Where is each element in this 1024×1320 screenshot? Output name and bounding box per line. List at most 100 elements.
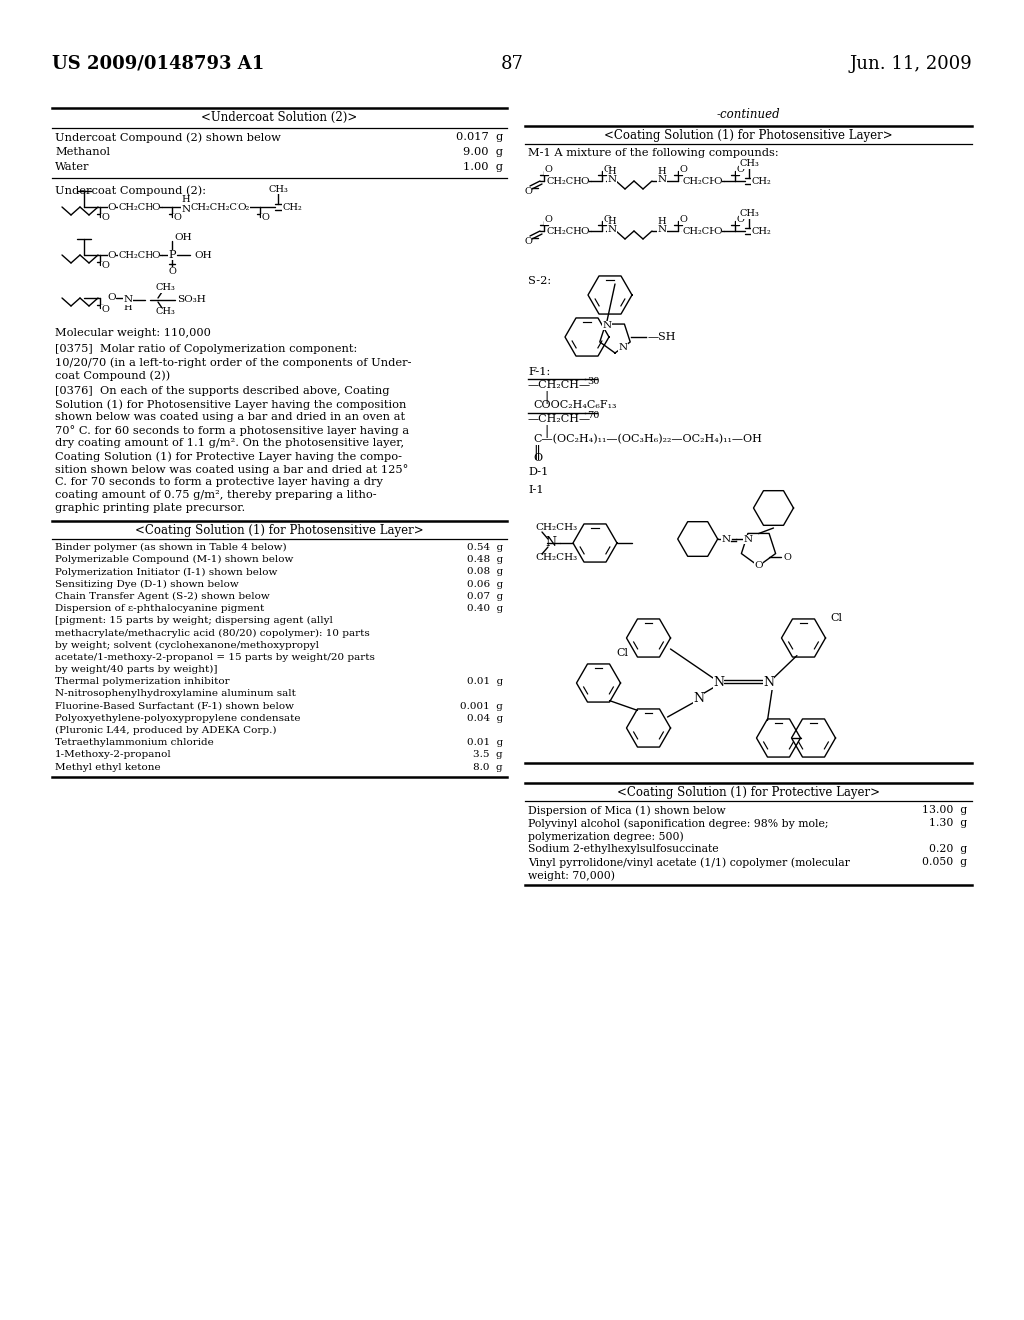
Text: Sodium 2-ethylhexylsulfosuccinate: Sodium 2-ethylhexylsulfosuccinate [528, 843, 719, 854]
Text: O: O [168, 267, 176, 276]
Text: |: | [545, 391, 549, 404]
Text: —SH: —SH [648, 333, 677, 342]
Text: sition shown below was coated using a bar and dried at 125°: sition shown below was coated using a ba… [55, 465, 409, 475]
Text: O: O [548, 227, 556, 235]
Text: Chain Transfer Agent (S-2) shown below: Chain Transfer Agent (S-2) shown below [55, 591, 269, 601]
Text: Dispersion of Mica (1) shown below: Dispersion of Mica (1) shown below [528, 805, 726, 816]
Text: 8.0  g: 8.0 g [473, 763, 503, 772]
Text: D-1: D-1 [528, 467, 549, 477]
Text: <Undercoat Solution (2)>: <Undercoat Solution (2)> [202, 111, 357, 124]
Text: <Coating Solution (1) for Photosensitive Layer>: <Coating Solution (1) for Photosensitive… [135, 524, 424, 537]
Text: CH₂: CH₂ [752, 227, 771, 235]
Text: weight: 70,000): weight: 70,000) [528, 870, 615, 880]
Text: O: O [101, 214, 109, 223]
Text: H: H [657, 218, 667, 227]
Text: 1.30  g: 1.30 g [929, 818, 967, 828]
Text: N: N [713, 676, 724, 689]
Text: OH: OH [174, 234, 191, 243]
Text: CH₂CH₃: CH₂CH₃ [535, 524, 578, 532]
Text: 9.00  g: 9.00 g [463, 147, 503, 157]
Text: S-2:: S-2: [528, 276, 551, 286]
Text: N: N [657, 176, 667, 185]
Text: —CH₂CH—: —CH₂CH— [528, 380, 591, 389]
Text: 70: 70 [587, 411, 599, 420]
Text: 0.01  g: 0.01 g [467, 738, 503, 747]
Text: 0.01  g: 0.01 g [467, 677, 503, 686]
Text: H: H [181, 194, 190, 203]
Text: N-nitrosophenylhydroxylamine aluminum salt: N-nitrosophenylhydroxylamine aluminum sa… [55, 689, 296, 698]
Text: H: H [607, 168, 616, 177]
Text: Cl: Cl [616, 648, 629, 657]
Text: O: O [261, 214, 269, 223]
Text: shown below was coated using a bar and dried in an oven at: shown below was coated using a bar and d… [55, 412, 406, 422]
Text: Tetraethylammonium chloride: Tetraethylammonium chloride [55, 738, 214, 747]
Text: CH₂CH₂: CH₂CH₂ [118, 251, 158, 260]
Text: P: P [168, 249, 176, 260]
Text: N: N [657, 226, 667, 235]
Text: O: O [736, 215, 744, 224]
Text: Polymerization Initiator (I-1) shown below: Polymerization Initiator (I-1) shown bel… [55, 568, 278, 577]
Text: O: O [152, 251, 161, 260]
Text: CH₂CH₂CH₂: CH₂CH₂CH₂ [190, 202, 250, 211]
Text: N: N [607, 176, 616, 185]
Text: (Pluronic L44, produced by ADEKA Corp.): (Pluronic L44, produced by ADEKA Corp.) [55, 726, 276, 735]
Text: Solution (1) for Photosensitive Layer having the composition: Solution (1) for Photosensitive Layer ha… [55, 399, 407, 409]
Text: I-1: I-1 [528, 484, 544, 495]
Text: Fluorine-Based Surfactant (F-1) shown below: Fluorine-Based Surfactant (F-1) shown be… [55, 702, 294, 710]
Text: O: O [524, 186, 531, 195]
Text: Polyvinyl alcohol (saponification degree: 98% by mole;: Polyvinyl alcohol (saponification degree… [528, 818, 828, 829]
Text: coat Compound (2)): coat Compound (2)) [55, 370, 170, 380]
Text: O: O [108, 202, 117, 211]
Text: CH₂: CH₂ [752, 177, 771, 186]
Text: graphic printing plate precursor.: graphic printing plate precursor. [55, 503, 246, 513]
Text: Thermal polymerization inhibitor: Thermal polymerization inhibitor [55, 677, 229, 686]
Text: Vinyl pyrrolidone/vinyl acetate (1/1) copolymer (molecular: Vinyl pyrrolidone/vinyl acetate (1/1) co… [528, 857, 850, 867]
Text: 70° C. for 60 seconds to form a photosensitive layer having a: 70° C. for 60 seconds to form a photosen… [55, 425, 410, 436]
Text: CH₃: CH₃ [155, 284, 175, 293]
Text: Methyl ethyl ketone: Methyl ethyl ketone [55, 763, 161, 772]
Text: N: N [607, 226, 616, 235]
Text: US 2009/0148793 A1: US 2009/0148793 A1 [52, 55, 264, 73]
Text: OH: OH [194, 251, 212, 260]
Text: 0.54  g: 0.54 g [467, 543, 503, 552]
Text: polymerization degree: 500): polymerization degree: 500) [528, 832, 684, 842]
Text: Molecular weight: 110,000: Molecular weight: 110,000 [55, 327, 211, 338]
Text: Undercoat Compound (2):: Undercoat Compound (2): [55, 185, 206, 195]
Text: 0.017  g: 0.017 g [456, 132, 503, 143]
Text: 0.40  g: 0.40 g [467, 605, 503, 612]
Text: CH₂CH₂: CH₂CH₂ [118, 202, 158, 211]
Text: Coating Solution (1) for Protective Layer having the compo-: Coating Solution (1) for Protective Laye… [55, 451, 402, 462]
Text: O: O [238, 202, 247, 211]
Text: [0375]  Molar ratio of Copolymerization component:: [0375] Molar ratio of Copolymerization c… [55, 345, 357, 354]
Text: -continued: -continued [717, 108, 780, 121]
Text: C. for 70 seconds to form a protective layer having a dry: C. for 70 seconds to form a protective l… [55, 477, 383, 487]
Text: O: O [783, 553, 792, 561]
Text: N: N [602, 321, 611, 330]
Text: CH₂CH₃: CH₂CH₃ [535, 553, 578, 562]
Text: 30: 30 [587, 378, 599, 385]
Text: H: H [657, 168, 667, 177]
Text: [pigment: 15 parts by weight; dispersing agent (allyl: [pigment: 15 parts by weight; dispersing… [55, 616, 333, 626]
Text: Methanol: Methanol [55, 147, 110, 157]
Text: O: O [544, 165, 552, 174]
Text: O: O [548, 177, 556, 186]
Text: N: N [693, 692, 705, 705]
Text: C—(OC₂H₄)₁₁—(OC₃H₆)₂₂—OC₂H₄)₁₁—OH: C—(OC₂H₄)₁₁—(OC₃H₆)₂₂—OC₂H₄)₁₁—OH [534, 434, 762, 445]
Text: Binder polymer (as shown in Table 4 below): Binder polymer (as shown in Table 4 belo… [55, 543, 287, 552]
Text: |: | [545, 425, 549, 438]
Text: O: O [101, 305, 109, 314]
Text: F-1:: F-1: [528, 367, 550, 378]
Text: by weight; solvent (cyclohexanone/methoxypropyl: by weight; solvent (cyclohexanone/methox… [55, 640, 319, 649]
Text: O: O [534, 453, 542, 463]
Text: M-1 A mixture of the following compounds:: M-1 A mixture of the following compounds… [528, 148, 778, 158]
Text: CH₃: CH₃ [268, 185, 288, 194]
Text: coating amount of 0.75 g/m², thereby preparing a litho-: coating amount of 0.75 g/m², thereby pre… [55, 490, 377, 500]
Text: O: O [108, 293, 117, 302]
Text: 0.48  g: 0.48 g [467, 556, 503, 564]
Text: O: O [544, 215, 552, 224]
Text: N: N [545, 536, 556, 549]
Text: O: O [173, 214, 181, 223]
Text: 0.050  g: 0.050 g [922, 857, 967, 867]
Text: N: N [618, 342, 628, 351]
Text: 0.06  g: 0.06 g [467, 579, 503, 589]
